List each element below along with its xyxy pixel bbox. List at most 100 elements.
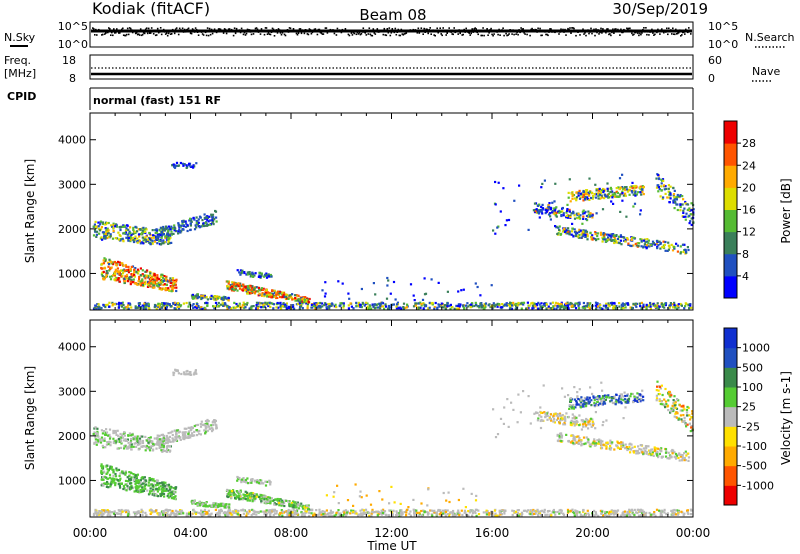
echo-cell bbox=[537, 511, 540, 514]
echo-cell bbox=[102, 430, 106, 433]
echo-cell bbox=[686, 511, 689, 514]
noise-sample bbox=[573, 27, 575, 30]
noise-sample bbox=[105, 32, 107, 34]
echo-cell bbox=[123, 269, 126, 272]
echo-cell bbox=[119, 446, 123, 449]
echo-cell bbox=[448, 514, 451, 517]
echo-cell bbox=[595, 188, 598, 191]
echo-cell bbox=[446, 290, 449, 293]
echo-cell bbox=[134, 438, 137, 441]
echo-cell bbox=[176, 302, 180, 305]
echo-cell bbox=[514, 510, 518, 513]
echo-cell bbox=[568, 230, 571, 233]
echo-cell bbox=[669, 192, 672, 195]
echo-cell bbox=[135, 439, 139, 442]
echo-cell bbox=[243, 303, 246, 306]
echo-cell bbox=[310, 509, 314, 512]
echo-cell bbox=[423, 511, 426, 514]
echo-cell bbox=[247, 288, 250, 291]
echo-cell bbox=[253, 274, 256, 277]
noise-sample bbox=[143, 32, 146, 35]
echo-cell bbox=[573, 231, 577, 234]
echo-cell bbox=[137, 306, 140, 309]
echo-cell bbox=[299, 298, 302, 301]
echo-cell bbox=[409, 514, 412, 517]
echo-cell bbox=[317, 302, 320, 305]
echo-cell bbox=[158, 486, 161, 489]
echo-cell bbox=[116, 447, 119, 450]
echo-cell bbox=[111, 511, 114, 514]
echo-cell bbox=[505, 219, 508, 222]
echo-cell bbox=[140, 508, 143, 511]
echo-cell bbox=[121, 269, 125, 272]
echo-cell bbox=[609, 186, 612, 189]
echo-cell bbox=[112, 437, 115, 440]
colorbar-segment bbox=[724, 253, 737, 277]
echo-cell bbox=[103, 257, 106, 260]
echo-cell bbox=[679, 302, 682, 306]
echo-cell bbox=[604, 195, 607, 198]
echo-cell bbox=[551, 201, 554, 204]
echo-cell bbox=[466, 302, 469, 305]
noise-sample bbox=[360, 33, 363, 35]
echo-cell bbox=[114, 303, 117, 306]
echo-cell bbox=[631, 186, 634, 190]
echo-cell bbox=[245, 303, 248, 306]
noise-sample bbox=[676, 33, 678, 35]
echo-cell bbox=[619, 186, 622, 189]
echo-cell bbox=[109, 235, 112, 238]
echo-cell bbox=[267, 511, 270, 514]
echo-cell bbox=[522, 303, 525, 306]
echo-cell bbox=[174, 283, 177, 286]
echo-cell bbox=[690, 209, 693, 212]
noise-sample bbox=[429, 27, 431, 29]
noise-sample bbox=[641, 32, 643, 34]
echo-cell bbox=[119, 432, 122, 436]
echo-cell bbox=[117, 437, 121, 441]
echo-cell bbox=[666, 512, 669, 515]
echo-cell bbox=[554, 304, 557, 307]
echo-cell bbox=[215, 220, 218, 223]
echo-cell bbox=[98, 229, 101, 232]
echo-cell bbox=[606, 189, 609, 192]
echo-cell bbox=[149, 479, 152, 482]
echo-cell bbox=[556, 306, 559, 309]
noise-sample bbox=[633, 33, 635, 36]
echo-cell bbox=[125, 305, 128, 309]
noise-sample bbox=[112, 34, 114, 37]
noise-sample bbox=[471, 28, 473, 30]
echo-cell bbox=[181, 162, 184, 165]
echo-cell bbox=[360, 306, 363, 309]
echo-cell bbox=[114, 272, 117, 276]
echo-cell bbox=[582, 229, 585, 232]
echo-cell bbox=[512, 301, 515, 304]
echo-cell bbox=[118, 440, 121, 443]
echo-cell bbox=[113, 430, 116, 433]
noise-sample bbox=[437, 31, 439, 34]
echo-cell bbox=[107, 229, 110, 232]
echo-cell bbox=[179, 512, 183, 515]
echo-cell bbox=[584, 233, 587, 236]
echo-cell bbox=[219, 303, 223, 306]
noise-sample bbox=[335, 34, 338, 36]
echo-cell bbox=[99, 220, 103, 223]
noise-sample bbox=[609, 33, 611, 35]
echo-cell bbox=[614, 307, 617, 310]
echo-cell bbox=[178, 226, 181, 229]
echo-cell bbox=[134, 267, 137, 270]
echo-cell bbox=[655, 242, 658, 246]
echo-cell bbox=[109, 435, 112, 439]
echo-cell bbox=[624, 194, 627, 197]
echo-cell bbox=[268, 303, 271, 306]
echo-cell bbox=[540, 513, 543, 516]
noise-sample bbox=[583, 33, 585, 35]
echo-cell bbox=[251, 271, 254, 275]
echo-cell bbox=[581, 196, 584, 199]
echo-cell bbox=[558, 509, 561, 512]
echo-cell bbox=[321, 302, 324, 305]
echo-cell bbox=[586, 509, 589, 512]
echo-cell bbox=[93, 229, 97, 232]
echo-cell bbox=[575, 234, 578, 238]
echo-cell bbox=[540, 186, 543, 189]
echo-cell bbox=[543, 508, 546, 511]
